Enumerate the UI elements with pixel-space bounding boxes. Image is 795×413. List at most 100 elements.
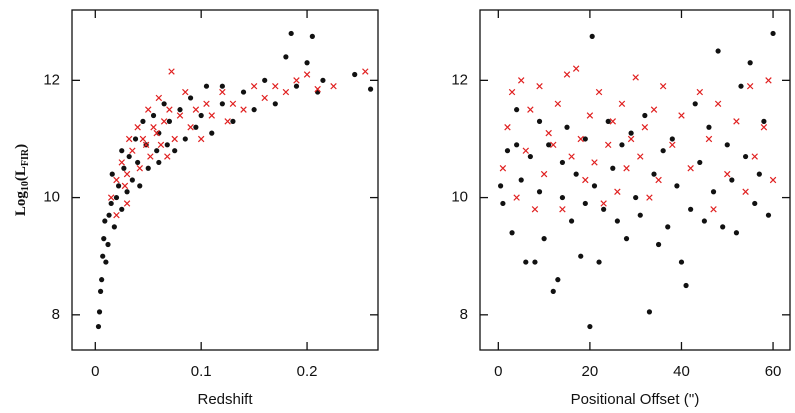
point: [586, 112, 594, 119]
point: [135, 159, 141, 166]
point: [499, 165, 507, 172]
point: [559, 159, 566, 166]
point: [187, 124, 194, 131]
point: [655, 241, 662, 248]
point: [733, 230, 740, 236]
point: [509, 230, 515, 236]
point: [203, 100, 210, 108]
point: [164, 153, 171, 160]
point: [115, 183, 122, 189]
point: [609, 118, 617, 125]
point: [103, 259, 109, 265]
point: [545, 129, 552, 137]
point: [683, 282, 689, 289]
point: [546, 142, 552, 148]
point: [140, 118, 146, 124]
point: [660, 148, 666, 154]
point: [208, 112, 215, 119]
point: [500, 200, 506, 207]
point: [619, 142, 625, 148]
point: [587, 323, 593, 330]
point: [102, 218, 108, 224]
point: [573, 171, 579, 177]
point: [176, 112, 184, 119]
point: [765, 77, 772, 84]
point: [314, 85, 321, 93]
point: [541, 236, 547, 242]
point: [150, 124, 157, 131]
point: [219, 83, 225, 89]
point: [614, 188, 621, 195]
point: [250, 82, 258, 90]
point: [108, 200, 114, 207]
point: [172, 148, 178, 154]
point: [293, 77, 300, 84]
point: [224, 118, 231, 125]
point: [600, 200, 607, 207]
plot-frame: [479, 9, 791, 351]
point: [166, 118, 173, 124]
point: [101, 236, 107, 242]
point: [129, 147, 136, 154]
x-axis-label: Positional Offset (''): [571, 391, 700, 408]
point: [605, 118, 611, 124]
point: [536, 82, 543, 90]
point: [240, 89, 247, 95]
point: [637, 212, 643, 218]
point: [124, 189, 130, 195]
point: [578, 253, 584, 259]
point: [134, 124, 141, 131]
point: [646, 309, 653, 315]
point: [153, 129, 160, 137]
point: [498, 183, 504, 189]
point: [591, 159, 598, 166]
x-tick-label: 40: [673, 363, 690, 380]
point: [559, 194, 566, 201]
point: [697, 159, 703, 166]
y-tick-label: 8: [460, 306, 468, 323]
point: [706, 124, 712, 130]
point: [282, 88, 290, 96]
point: [160, 118, 168, 125]
point: [107, 194, 115, 201]
point: [618, 100, 626, 108]
label-part: (L: [13, 166, 29, 181]
point: [95, 323, 102, 330]
point: [109, 171, 115, 177]
point: [132, 136, 139, 142]
point: [623, 165, 630, 172]
point: [715, 48, 721, 54]
point: [100, 253, 106, 259]
point: [352, 71, 358, 78]
point: [577, 135, 584, 143]
point: [99, 277, 105, 283]
point: [97, 288, 104, 294]
point: [770, 30, 776, 37]
point: [367, 86, 374, 92]
point: [261, 94, 268, 102]
point: [121, 165, 127, 171]
x-tick-label: 0.1: [191, 363, 212, 380]
point: [642, 112, 648, 119]
point: [113, 176, 120, 184]
point: [646, 194, 653, 201]
point: [320, 77, 326, 83]
point: [623, 236, 630, 242]
point: [362, 68, 369, 75]
point: [136, 165, 143, 172]
point: [650, 106, 658, 113]
point: [139, 135, 147, 143]
point: [154, 148, 160, 154]
point: [742, 153, 749, 160]
point: [171, 135, 178, 143]
x-tick-label: 60: [765, 363, 782, 380]
point: [330, 82, 337, 90]
point: [701, 218, 707, 224]
point: [514, 142, 520, 148]
point: [669, 136, 675, 142]
point: [596, 259, 602, 265]
point: [262, 77, 268, 83]
point: [738, 83, 744, 89]
point: [632, 74, 639, 81]
point: [155, 94, 163, 102]
